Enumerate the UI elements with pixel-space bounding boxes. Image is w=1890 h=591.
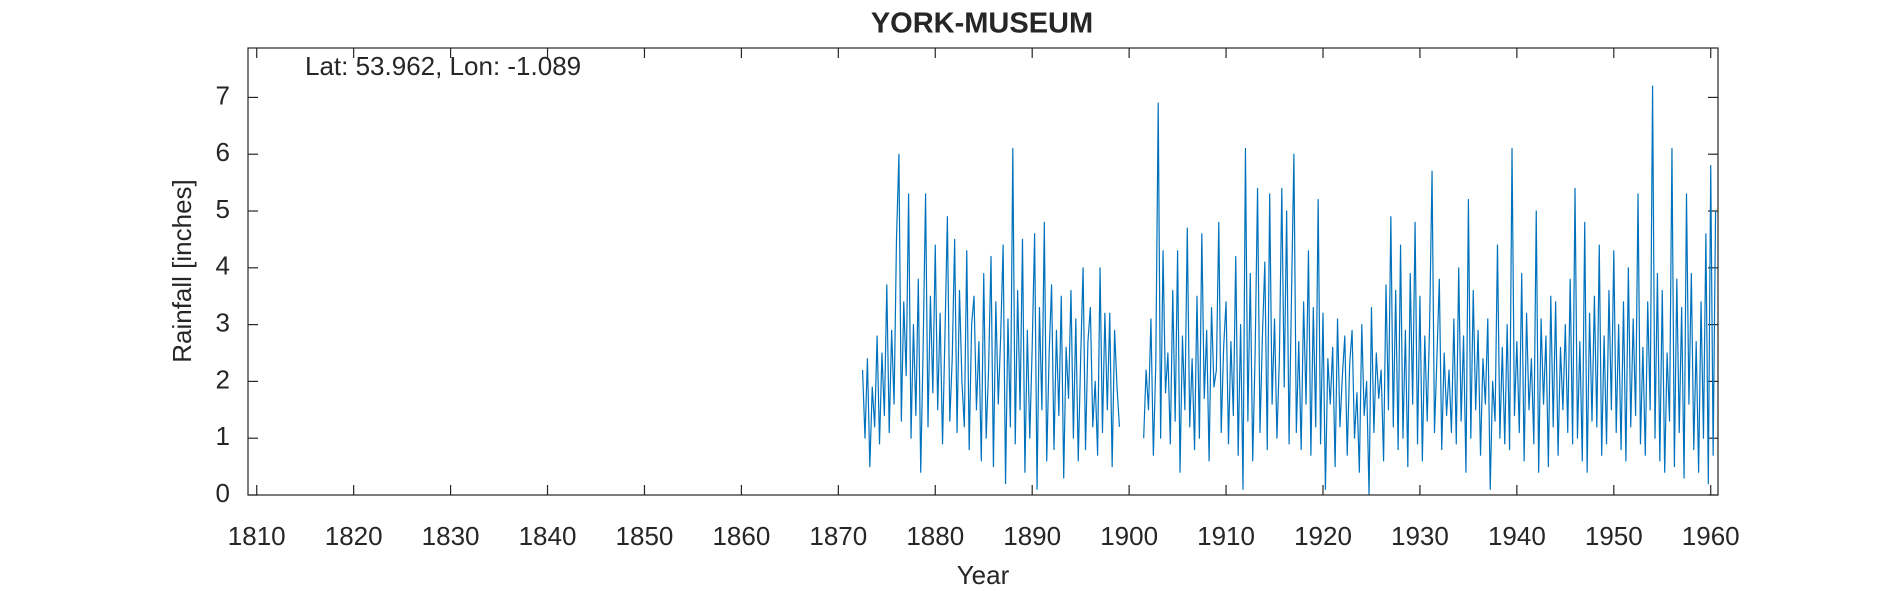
y-tick-label: 0 (216, 478, 230, 508)
x-axis-label: Year (957, 560, 1010, 590)
axes-box (247, 47, 1719, 496)
y-tick-label: 3 (216, 307, 230, 337)
y-tick-label: 1 (216, 421, 230, 451)
x-tick-label: 1820 (325, 521, 383, 551)
x-tick-label: 1900 (1100, 521, 1158, 551)
y-tick-label: 2 (216, 364, 230, 394)
x-tick-label: 1920 (1294, 521, 1352, 551)
x-tick-label: 1930 (1391, 521, 1449, 551)
data-line (861, 85, 1717, 496)
x-tick-label: 1810 (228, 521, 286, 551)
y-axis-label: Rainfall [inches] (167, 179, 197, 363)
x-tick-label: 1890 (1003, 521, 1061, 551)
x-tick-label: 1870 (809, 521, 867, 551)
x-tick-label: 1850 (616, 521, 674, 551)
x-tick-label: 1860 (712, 521, 770, 551)
y-tick-label: 7 (216, 80, 230, 110)
x-tick-label: 1840 (519, 521, 577, 551)
y-tick-label: 4 (216, 251, 230, 281)
x-tick-label: 1940 (1488, 521, 1546, 551)
x-tick-label: 1910 (1197, 521, 1255, 551)
chart-title: YORK-MUSEUM (871, 8, 1093, 40)
x-tick-label: 1950 (1585, 521, 1643, 551)
annotation: Lat: 53.962, Lon: -1.089 (305, 51, 581, 81)
x-tick-label: 1880 (906, 521, 964, 551)
y-tick-label: 5 (216, 194, 230, 224)
x-tick-label: 1830 (422, 521, 480, 551)
y-tick-label: 6 (216, 137, 230, 167)
x-tick-label: 1960 (1682, 521, 1740, 551)
